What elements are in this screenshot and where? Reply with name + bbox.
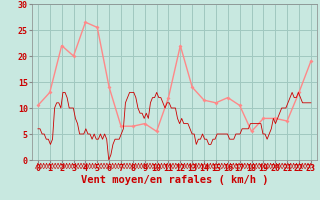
X-axis label: Vent moyen/en rafales ( km/h ): Vent moyen/en rafales ( km/h )	[81, 175, 268, 185]
